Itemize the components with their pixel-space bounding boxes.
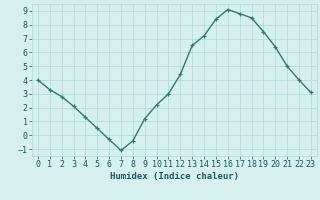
X-axis label: Humidex (Indice chaleur): Humidex (Indice chaleur) [110,172,239,181]
